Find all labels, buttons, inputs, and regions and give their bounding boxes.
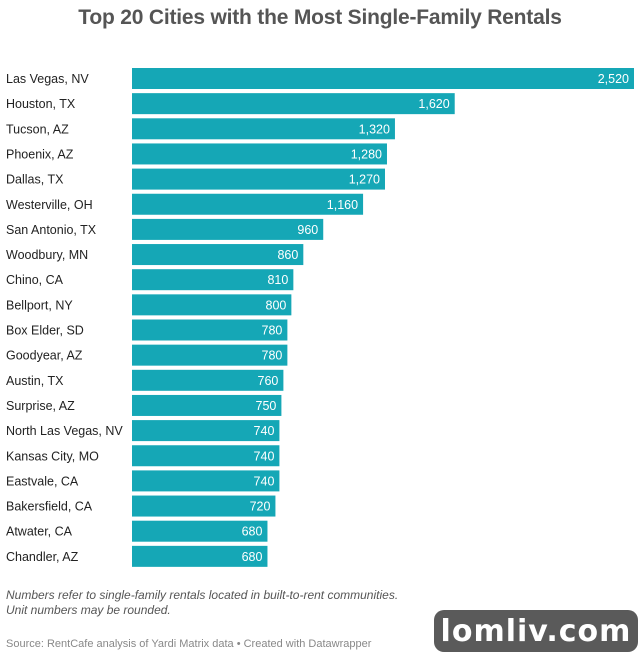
value-label: 780 bbox=[262, 324, 283, 338]
value-label: 740 bbox=[254, 424, 275, 438]
watermark-text: lomliv.com bbox=[440, 613, 632, 649]
bar bbox=[132, 93, 455, 115]
value-label: 960 bbox=[297, 223, 318, 237]
category-label: Phoenix, AZ bbox=[6, 147, 74, 161]
value-label: 1,160 bbox=[327, 198, 358, 212]
bar bbox=[132, 68, 634, 89]
value-label: 750 bbox=[256, 399, 277, 413]
bar bbox=[132, 193, 364, 215]
bar bbox=[132, 143, 387, 165]
value-label: 1,280 bbox=[351, 147, 382, 161]
bar bbox=[132, 294, 292, 316]
bar bbox=[132, 218, 324, 240]
bar-chart: Las Vegas, NV 2,520 Houston, TX 1,620 Tucson… bbox=[6, 68, 634, 567]
category-label: Houston, TX bbox=[6, 97, 76, 111]
category-label: Goodyear, AZ bbox=[6, 349, 83, 363]
category-label: Las Vegas, NV bbox=[6, 72, 89, 86]
category-label: Westerville, OH bbox=[6, 198, 93, 212]
bar bbox=[132, 244, 304, 266]
watermark-logo: lomliv.com bbox=[434, 610, 638, 652]
value-label: 740 bbox=[254, 474, 275, 488]
category-label: Atwater, CA bbox=[6, 525, 73, 539]
category-label: Chandler, AZ bbox=[6, 550, 79, 564]
note-line: Numbers refer to single-family rentals l… bbox=[6, 588, 399, 602]
bar bbox=[132, 520, 268, 542]
chart-title: Top 20 Cities with the Most Single-Famil… bbox=[78, 6, 562, 29]
value-label: 780 bbox=[262, 349, 283, 363]
value-label: 1,620 bbox=[418, 97, 449, 111]
category-label: Austin, TX bbox=[6, 374, 64, 388]
bar bbox=[132, 344, 288, 366]
bar bbox=[132, 420, 280, 442]
category-label: Box Elder, SD bbox=[6, 324, 84, 338]
bar bbox=[132, 269, 294, 291]
value-label: 2,520 bbox=[598, 72, 629, 86]
bar bbox=[132, 470, 280, 492]
bar bbox=[132, 118, 395, 140]
bar bbox=[132, 319, 288, 341]
category-label: Surprise, AZ bbox=[6, 399, 75, 413]
category-label: Chino, CA bbox=[6, 273, 64, 287]
category-label: North Las Vegas, NV bbox=[6, 424, 123, 438]
bar bbox=[132, 394, 282, 416]
bar bbox=[132, 445, 280, 467]
bar bbox=[132, 495, 276, 517]
category-label: Dallas, TX bbox=[6, 173, 64, 187]
value-label: 800 bbox=[266, 298, 287, 312]
bar bbox=[132, 369, 284, 391]
category-label: San Antonio, TX bbox=[6, 223, 97, 237]
category-label: Tucson, AZ bbox=[6, 122, 69, 136]
value-label: 1,320 bbox=[359, 122, 390, 136]
value-label: 860 bbox=[277, 248, 298, 262]
note-line: Unit numbers may be rounded. bbox=[6, 603, 171, 617]
category-label: Bakersfield, CA bbox=[6, 500, 93, 514]
bar bbox=[132, 545, 268, 567]
value-label: 810 bbox=[267, 273, 288, 287]
value-label: 680 bbox=[242, 550, 263, 564]
value-label: 740 bbox=[254, 449, 275, 463]
category-label: Woodbury, MN bbox=[6, 248, 88, 262]
category-label: Kansas City, MO bbox=[6, 449, 99, 463]
value-label: 680 bbox=[242, 525, 263, 539]
chart-notes: Numbers refer to single-family rentals l… bbox=[6, 588, 566, 618]
value-label: 720 bbox=[250, 500, 271, 514]
source-credit: Source: RentCafe analysis of Yardi Matri… bbox=[6, 638, 372, 650]
value-label: 760 bbox=[258, 374, 279, 388]
category-label: Bellport, NY bbox=[6, 298, 73, 312]
value-label: 1,270 bbox=[349, 173, 380, 187]
bar bbox=[132, 168, 385, 190]
category-label: Eastvale, CA bbox=[6, 474, 79, 488]
